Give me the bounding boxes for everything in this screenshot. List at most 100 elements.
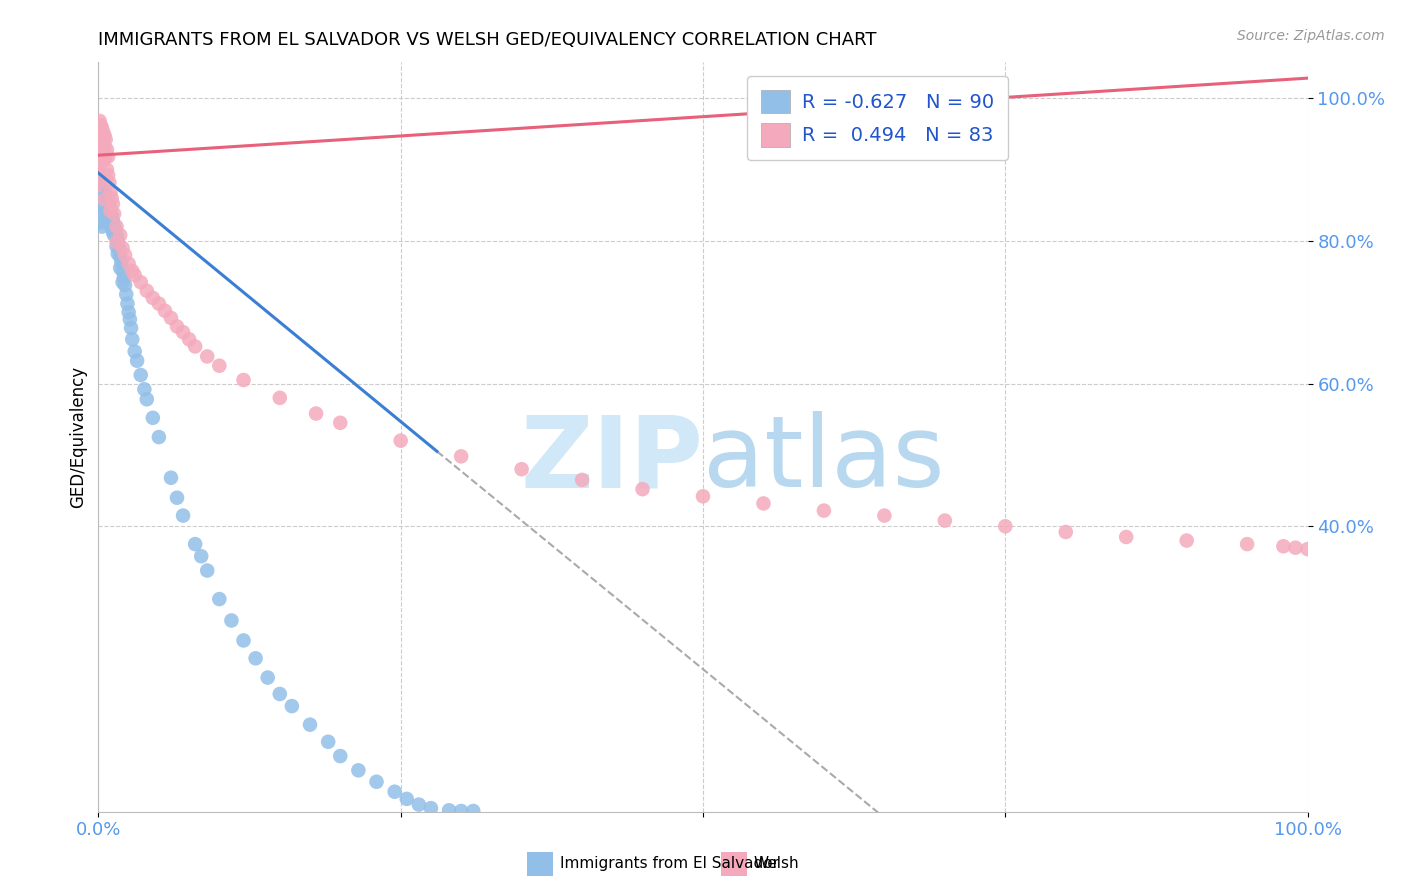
Point [90,132,112,146]
Point [93,139,115,153]
Text: ZIP: ZIP [520,411,703,508]
Point [93,194,115,209]
Point [166,491,188,505]
Point [104,223,127,237]
Point [90,141,112,155]
Point [232,373,254,387]
Point [91,130,114,145]
Point [89,205,111,219]
Point [89,121,111,136]
Point [101,214,124,228]
Point [91,121,114,136]
Point [100,221,122,235]
Point [111,275,134,289]
Point [93,184,115,198]
Point [108,228,131,243]
Point [172,508,194,523]
Point [100,186,122,200]
Point [994,519,1017,533]
Point [96,162,118,177]
Point [269,391,291,405]
Point [87,127,110,141]
Point [100,203,122,218]
Text: IMMIGRANTS FROM EL SALVADOR VS WELSH GED/EQUIVALENCY CORRELATION CHART: IMMIGRANTS FROM EL SALVADOR VS WELSH GED… [98,31,877,49]
Point [96,191,118,205]
Point [437,803,460,817]
Point [87,205,110,219]
Point [87,194,110,209]
Point [329,416,352,430]
Point [107,246,129,260]
Point [873,508,896,523]
Point [121,264,143,278]
Point [87,148,110,162]
Point [96,203,118,218]
Point [91,202,114,216]
Point [111,241,134,255]
Point [108,260,131,275]
Point [91,139,114,153]
Point [94,132,117,146]
Point [142,291,165,305]
Point [91,219,114,234]
Point [91,209,114,223]
Point [118,305,141,319]
Point [91,150,114,164]
Point [100,203,122,218]
Point [89,184,111,198]
Text: Immigrants from El Salvador: Immigrants from El Salvador [560,856,779,871]
Point [1284,541,1306,555]
Point [281,699,304,714]
Point [124,344,146,359]
Point [114,278,136,293]
Point [450,450,472,464]
Point [89,136,111,150]
Point [97,168,120,182]
Point [105,219,128,234]
Point [100,216,122,230]
Point [91,143,114,157]
Point [450,804,472,818]
Point [117,296,139,310]
Point [329,749,352,764]
Point [124,268,146,282]
Point [420,801,443,815]
Point [129,368,152,382]
Point [114,248,136,262]
Point [91,187,114,202]
Point [120,321,142,335]
Point [142,410,165,425]
Y-axis label: GED/Equivalency: GED/Equivalency [69,366,87,508]
Point [121,332,143,346]
Point [305,407,328,421]
Point [148,296,170,310]
Point [108,250,131,264]
Point [111,264,134,278]
Point [934,514,956,528]
Point [97,150,120,164]
Point [752,496,775,510]
Point [118,312,141,326]
Point [160,310,183,325]
Point [134,382,156,396]
Point [631,482,654,496]
Point [389,434,412,448]
Point [148,430,170,444]
Point [1115,530,1137,544]
Point [98,198,121,212]
Text: Welsh: Welsh [754,856,799,871]
Point [93,205,115,219]
Point [347,764,370,778]
Point [87,162,110,177]
Point [90,118,112,132]
Point [89,114,111,128]
Point [153,303,176,318]
Point [91,125,114,139]
Point [172,325,194,339]
Point [256,671,278,685]
Point [90,202,112,216]
Point [93,193,115,207]
Point [510,462,533,476]
Point [94,150,117,164]
Point [135,392,157,407]
